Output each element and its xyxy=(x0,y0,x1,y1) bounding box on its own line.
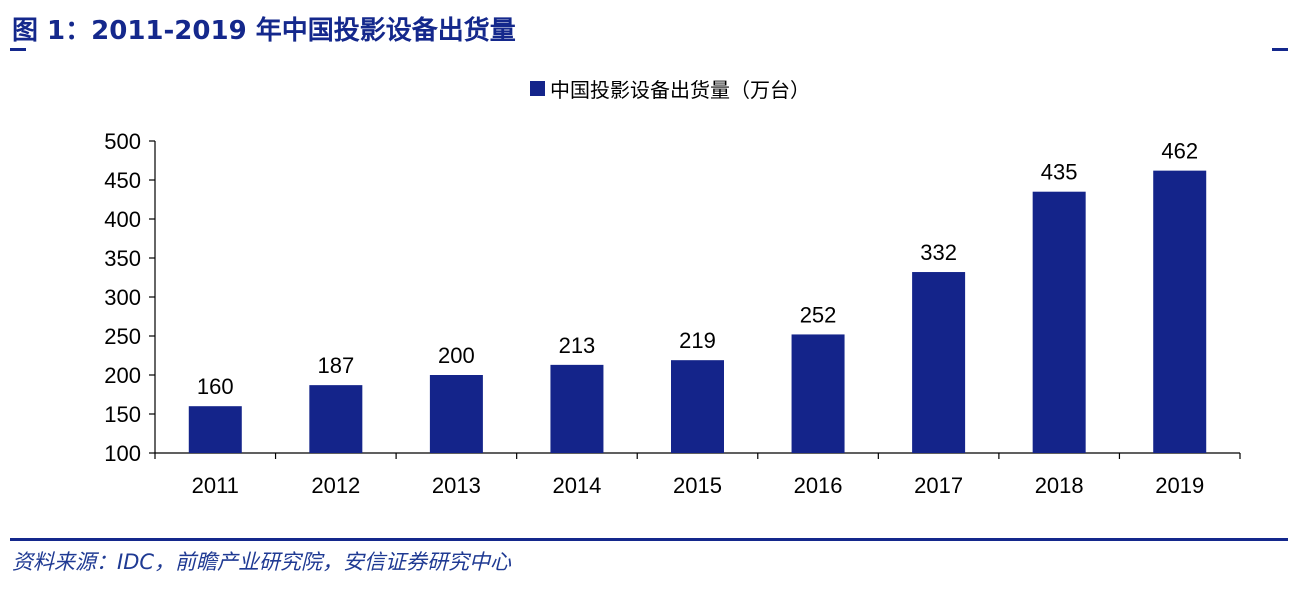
data-label-2019: 462 xyxy=(1161,139,1198,164)
x-tick-label-2015: 2015 xyxy=(673,473,722,498)
x-tick-label-2011: 2011 xyxy=(192,473,239,498)
data-label-2014: 213 xyxy=(559,333,596,358)
y-tick-label: 500 xyxy=(104,129,141,154)
bar-2013 xyxy=(429,375,483,453)
data-label-2018: 435 xyxy=(1041,160,1078,185)
y-tick-label: 400 xyxy=(104,207,141,232)
x-tick-label-2017: 2017 xyxy=(914,473,963,498)
data-label-2017: 332 xyxy=(920,240,957,265)
data-label-2011: 160 xyxy=(197,374,234,399)
x-ticks: 2011 2012 2013 2014 2015 2016 2017 2018 2019 xyxy=(154,453,1241,498)
legend-swatch xyxy=(530,81,545,96)
x-tick-label-2018: 2018 xyxy=(1035,473,1084,498)
bar-2018 xyxy=(1032,191,1086,453)
data-label-2013: 200 xyxy=(438,343,475,368)
bar-labels: 160 187 200 213 219 252 332 435 462 xyxy=(197,139,1198,400)
bar-2017 xyxy=(912,272,966,453)
y-tick-label: 250 xyxy=(104,324,141,349)
y-tick-label: 150 xyxy=(104,402,141,427)
data-label-2016: 252 xyxy=(800,302,837,327)
bars xyxy=(188,170,1207,453)
y-tick-label: 100 xyxy=(104,441,141,466)
bar-2015 xyxy=(671,360,724,453)
y-tick-label: 300 xyxy=(104,285,141,310)
x-tick-label-2013: 2013 xyxy=(432,473,481,498)
data-label-2012: 187 xyxy=(317,353,354,378)
x-tick-label-2019: 2019 xyxy=(1155,473,1204,498)
bar-2012 xyxy=(309,385,363,453)
legend-label: 中国投影设备出货量（万台） xyxy=(550,78,810,102)
x-tick-label-2012: 2012 xyxy=(311,473,360,498)
bar-2019 xyxy=(1153,170,1207,453)
title-rule-left xyxy=(10,48,26,51)
y-tick-label: 450 xyxy=(104,168,141,193)
source-note: 资料来源：IDC，前瞻产业研究院，安信证券研究中心 xyxy=(12,550,512,574)
title-rule-right xyxy=(1272,48,1288,51)
figure-title: 图 1：2011-2019 年中国投影设备出货量 xyxy=(12,16,516,46)
data-label-2015: 219 xyxy=(679,328,716,353)
legend: 中国投影设备出货量（万台） xyxy=(530,78,810,102)
x-tick-label-2016: 2016 xyxy=(794,473,843,498)
y-tick-label: 200 xyxy=(104,363,141,388)
source-rule xyxy=(10,538,1288,541)
bar-2011 xyxy=(188,406,242,453)
bar-2016 xyxy=(791,334,845,453)
x-tick-label-2014: 2014 xyxy=(552,473,601,498)
y-tick-label: 350 xyxy=(104,246,141,271)
bar-2014 xyxy=(550,364,604,453)
y-ticks: 100 150 200 250 300 350 400 450 500 xyxy=(104,129,155,466)
